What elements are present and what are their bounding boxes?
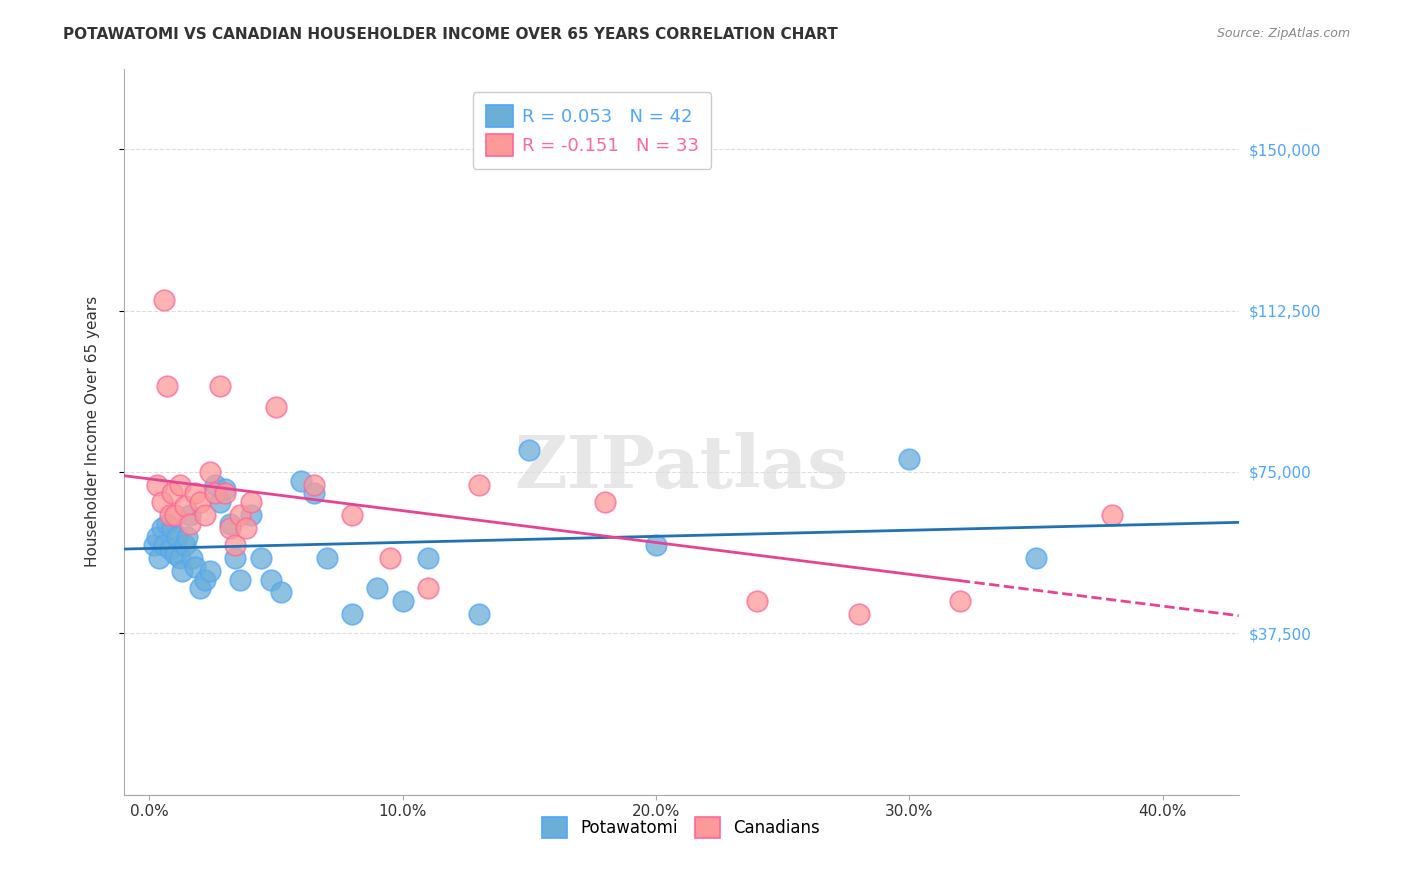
Y-axis label: Householder Income Over 65 years: Householder Income Over 65 years <box>86 296 100 567</box>
Point <box>150 521 173 535</box>
Point <box>366 581 388 595</box>
Point <box>315 551 337 566</box>
Point <box>153 293 176 307</box>
Point <box>224 551 246 566</box>
Point <box>416 551 439 566</box>
Point <box>302 486 325 500</box>
Point <box>229 508 252 522</box>
Point <box>340 508 363 522</box>
Point <box>290 474 312 488</box>
Point <box>340 607 363 621</box>
Point <box>173 538 195 552</box>
Point <box>179 508 201 522</box>
Point <box>949 594 972 608</box>
Point <box>204 486 226 500</box>
Point <box>181 551 204 566</box>
Point <box>176 529 198 543</box>
Point <box>1101 508 1123 522</box>
Point <box>146 529 169 543</box>
Text: ZIPatlas: ZIPatlas <box>515 433 848 503</box>
Point <box>260 573 283 587</box>
Point <box>898 452 921 467</box>
Point <box>270 585 292 599</box>
Point <box>229 573 252 587</box>
Point <box>172 564 194 578</box>
Point <box>150 495 173 509</box>
Point <box>188 581 211 595</box>
Point <box>198 465 221 479</box>
Point <box>198 564 221 578</box>
Point <box>235 521 257 535</box>
Point <box>517 443 540 458</box>
Point <box>148 551 170 566</box>
Point <box>239 508 262 522</box>
Point <box>416 581 439 595</box>
Point <box>143 538 166 552</box>
Point <box>163 547 186 561</box>
Point <box>219 521 242 535</box>
Point <box>188 495 211 509</box>
Point <box>219 516 242 531</box>
Point <box>146 478 169 492</box>
Point <box>159 542 181 557</box>
Point <box>184 486 207 500</box>
Point <box>645 538 668 552</box>
Point <box>169 478 191 492</box>
Point <box>163 508 186 522</box>
Point <box>848 607 870 621</box>
Point <box>264 401 287 415</box>
Point <box>747 594 769 608</box>
Point <box>194 508 217 522</box>
Point <box>209 495 232 509</box>
Point <box>209 379 232 393</box>
Point <box>391 594 413 608</box>
Legend: Potawatomi, Canadians: Potawatomi, Canadians <box>536 811 827 845</box>
Point <box>160 486 183 500</box>
Point <box>378 551 401 566</box>
Point <box>467 478 489 492</box>
Point <box>593 495 616 509</box>
Point <box>239 495 262 509</box>
Point <box>224 538 246 552</box>
Point <box>156 379 179 393</box>
Point <box>249 551 271 566</box>
Point <box>173 500 195 514</box>
Point <box>302 478 325 492</box>
Point <box>153 538 176 552</box>
Point <box>166 529 188 543</box>
Point <box>1025 551 1047 566</box>
Point <box>156 516 179 531</box>
Text: POTAWATOMI VS CANADIAN HOUSEHOLDER INCOME OVER 65 YEARS CORRELATION CHART: POTAWATOMI VS CANADIAN HOUSEHOLDER INCOM… <box>63 27 838 42</box>
Point <box>214 482 236 496</box>
Point <box>159 508 181 522</box>
Point <box>184 559 207 574</box>
Point <box>194 573 217 587</box>
Point <box>467 607 489 621</box>
Point <box>169 551 191 566</box>
Text: Source: ZipAtlas.com: Source: ZipAtlas.com <box>1216 27 1350 40</box>
Point <box>160 521 183 535</box>
Point <box>179 516 201 531</box>
Point <box>214 486 236 500</box>
Point <box>204 478 226 492</box>
